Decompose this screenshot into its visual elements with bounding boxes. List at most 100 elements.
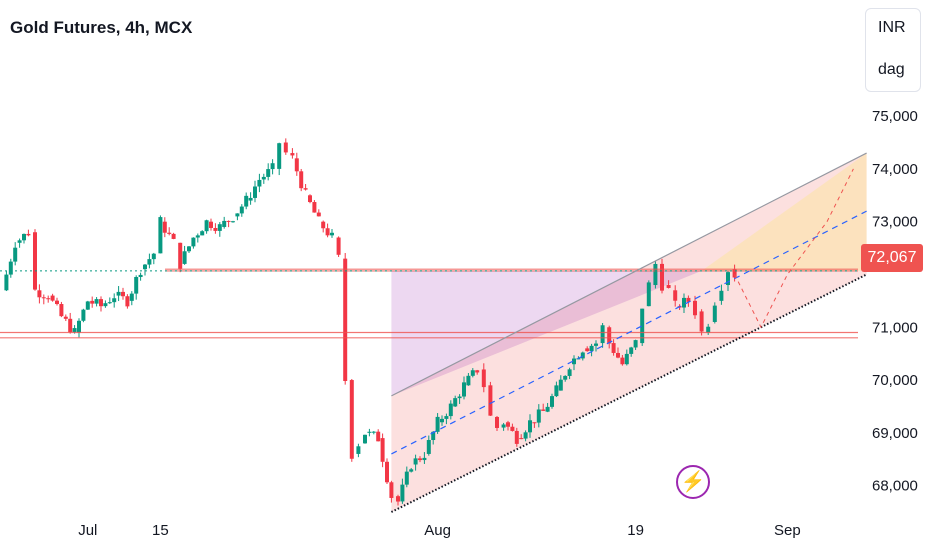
candle-body [470,370,475,376]
candle-body [462,382,466,397]
y-tick-label: 68,000 [872,478,918,495]
unit-label: dag [878,61,905,78]
candle-body [567,369,572,376]
candle-body [325,228,330,236]
candle-body [204,220,209,232]
candle-body [37,290,42,298]
candle-body [158,217,163,254]
candle-body [261,176,266,180]
candle-body [550,396,554,407]
candle-body [481,369,486,388]
profit-zone [391,270,702,396]
y-tick-label: 71,000 [872,319,918,336]
candle-body [316,212,321,217]
candle-body [640,308,645,344]
channel-upper-line [391,152,867,397]
y-tick-label: 74,000 [872,161,918,178]
candle-body [495,416,499,428]
candle-body [217,224,222,231]
candle-body [431,431,436,441]
candle-body [712,305,717,322]
y-tick-label: 73,000 [872,214,918,231]
candle-body [94,299,99,304]
candle-body [209,221,213,228]
candle-body [107,302,112,304]
candle-body [125,296,130,307]
candle-body [103,303,108,307]
candle-body [41,297,46,299]
candle-body [81,309,86,321]
candle-body [616,352,620,358]
candle-body [231,221,235,223]
candle-body [17,240,22,243]
candle-body [299,171,304,189]
candle-body [13,247,18,262]
projection-path [734,168,854,329]
candle-body [349,380,354,459]
candle-body [448,403,453,417]
x-tick-label: 19 [627,522,644,539]
candle-body [253,186,257,198]
y-tick-label: 70,000 [872,372,918,389]
candle-body [404,471,409,485]
y-tick-label: 75,000 [872,108,918,125]
candle-body [187,246,191,252]
candle-body [33,232,37,290]
candle-body [55,300,59,305]
candle-body [99,299,103,307]
candle-body [514,430,519,444]
candle-body [129,293,134,301]
candle-body [336,237,341,255]
candle-body [367,431,372,433]
candle-body [72,328,77,333]
candle-body [400,484,405,502]
candle-body [270,163,275,170]
candle-body [545,406,550,412]
candle-body [554,385,559,397]
candle-body [666,285,671,288]
candle-body [673,290,678,301]
candle-body [277,143,282,169]
currency-label: INR [878,19,906,36]
y-tick-label: 69,000 [872,425,918,442]
candle-body [162,221,167,233]
last-price-tag: 72,067 [861,244,923,272]
candle-body [356,446,361,454]
candle-body [653,263,658,286]
candle-body [572,358,576,365]
candle-body [376,431,381,442]
candle-body [624,353,629,365]
candle-body [594,343,598,346]
candle-body [426,440,431,454]
candle-body [510,426,515,431]
candle-body [248,197,253,201]
lightning-bolt-icon[interactable]: ⚡ [676,465,710,499]
candle-body [488,385,493,416]
candle-body [686,297,691,302]
candle-body [440,418,444,423]
candle-body [457,396,462,399]
candle-body [389,482,394,498]
candle-body [646,282,651,307]
candle-body [290,153,295,156]
candle-body [589,345,594,352]
channel-lower-line [390,273,868,513]
candle-body [629,347,634,354]
candle-body [4,274,9,291]
candle-body [580,352,585,359]
x-tick-label: 15 [152,522,169,539]
candle-body [182,251,187,264]
candle-body [90,300,95,304]
candle-body [308,195,312,203]
candle-body [330,232,334,236]
candle-body [620,357,625,365]
candle-body [532,422,537,424]
unit-selector[interactable]: INR dag [865,8,921,92]
candle-body [46,298,51,300]
candle-body [528,420,532,433]
candle-body [239,206,244,214]
candle-body [444,416,449,419]
candle-body [600,325,605,344]
candle-body [244,195,249,207]
